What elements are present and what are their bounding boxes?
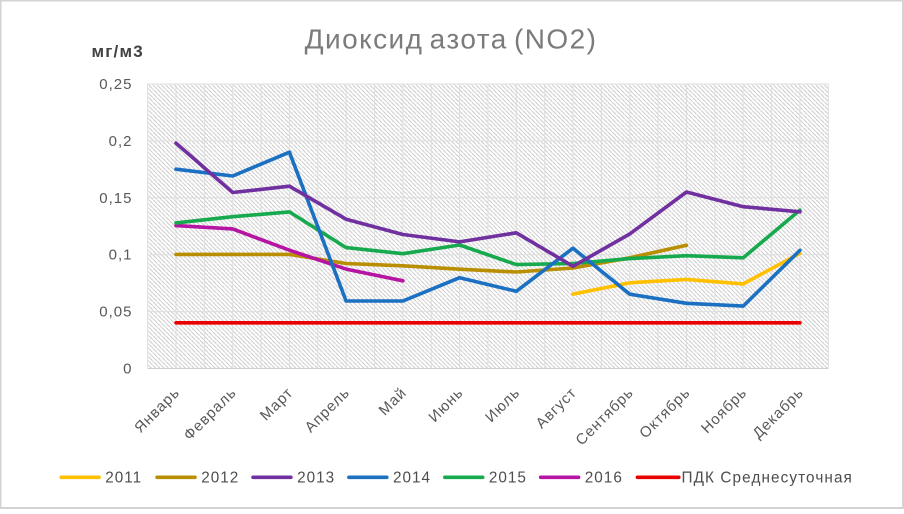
- svg-text:мг/м3: мг/м3: [92, 42, 144, 61]
- svg-text:0,05: 0,05: [99, 304, 132, 321]
- svg-text:Октябрь: Октябрь: [636, 384, 694, 442]
- svg-text:Январь: Январь: [131, 384, 183, 436]
- svg-text:Март: Март: [257, 384, 297, 424]
- svg-text:Май: Май: [376, 384, 411, 419]
- svg-text:2015: 2015: [489, 470, 527, 487]
- svg-text:ПДК Среднесуточная: ПДК Среднесуточная: [682, 470, 853, 487]
- svg-text:2014: 2014: [393, 470, 431, 487]
- svg-text:0,15: 0,15: [99, 190, 132, 207]
- svg-text:Декабрь: Декабрь: [749, 384, 807, 442]
- svg-text:Диоксид азота (NO2): Диоксид азота (NO2): [305, 24, 598, 55]
- svg-text:0,1: 0,1: [109, 247, 133, 264]
- svg-text:2016: 2016: [585, 470, 623, 487]
- svg-text:0,25: 0,25: [99, 76, 132, 93]
- svg-text:Июль: Июль: [482, 384, 524, 426]
- svg-text:Август: Август: [533, 384, 581, 432]
- svg-text:Сентябрь: Сентябрь: [572, 384, 637, 449]
- svg-text:0,2: 0,2: [109, 133, 133, 150]
- svg-text:Июнь: Июнь: [425, 384, 467, 426]
- svg-text:0: 0: [123, 361, 132, 378]
- svg-text:Февраль: Февраль: [180, 384, 240, 444]
- svg-text:2013: 2013: [297, 470, 335, 487]
- svg-text:Ноябрь: Ноябрь: [698, 384, 751, 437]
- svg-text:2012: 2012: [201, 470, 239, 487]
- svg-text:Апрель: Апрель: [302, 384, 354, 436]
- svg-text:2011: 2011: [105, 470, 142, 487]
